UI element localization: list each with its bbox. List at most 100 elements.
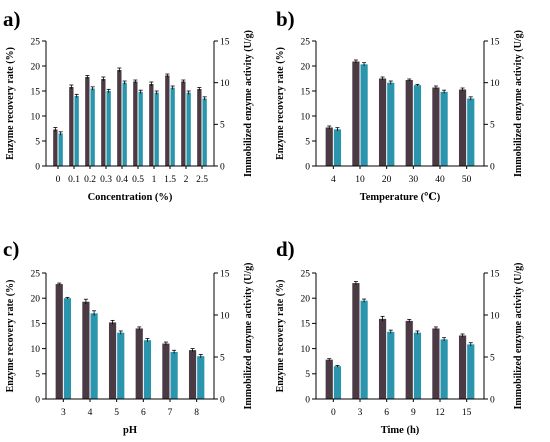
left-tick-label: 10 — [301, 345, 311, 355]
left-tick-label: 20 — [31, 295, 41, 305]
left-tick-label: 20 — [301, 62, 311, 72]
right-tick-label: 5 — [490, 353, 495, 363]
left-tick-label: 0 — [305, 162, 310, 172]
recovery-bar-4 — [325, 127, 333, 166]
right-axis-title: Immobilized enzyme activity (U/g) — [243, 263, 254, 410]
activity-bar-6 — [143, 340, 152, 399]
right-tick-label: 5 — [220, 121, 225, 131]
x-tick-label: 30 — [409, 175, 419, 185]
left-tick-label: 10 — [301, 112, 311, 122]
left-tick-label: 15 — [31, 320, 41, 330]
left-tick-label: 20 — [31, 62, 41, 72]
recovery-bar-20 — [378, 78, 387, 166]
x-tick-label: 3 — [61, 408, 66, 418]
x-tick-label: 2.5 — [196, 175, 208, 185]
left-tick-label: 0 — [305, 395, 310, 405]
left-tick-label: 20 — [301, 295, 311, 305]
x-tick-label: 50 — [462, 175, 472, 185]
activity-bar-0 — [58, 133, 63, 166]
left-tick-label: 5 — [305, 137, 310, 147]
activity-bar-30 — [413, 85, 422, 166]
recovery-bar-3 — [55, 284, 63, 399]
right-tick-label: 0 — [220, 162, 225, 172]
left-axis-title: Enzyme recovery rate (%) — [275, 280, 286, 393]
x-tick-label: 0 — [331, 408, 336, 418]
left-tick-label: 10 — [31, 112, 41, 122]
panel-d: d) 0 5 10 15 20 25 0 5 10 15 0 3 6 9 12 15 Enzyme recover… — [275, 237, 524, 436]
right-axis-title: Immobilized enzyme activity (U/g) — [513, 263, 524, 410]
x-tick-label: 0.2 — [84, 175, 96, 185]
x-tick-label: 20 — [382, 175, 392, 185]
left-tick-label: 25 — [301, 269, 311, 279]
recovery-bar-9 — [405, 320, 413, 399]
left-tick-label: 15 — [301, 87, 311, 97]
left-axis-title: Enzyme recovery rate (%) — [5, 47, 16, 160]
x-axis-title: Concentration (%) — [88, 192, 173, 203]
x-axis-title: pH — [123, 425, 137, 436]
recovery-bar-0 — [53, 129, 58, 166]
x-tick-label: 10 — [355, 175, 365, 185]
left-tick-label: 25 — [301, 37, 311, 47]
recovery-bar-7 — [162, 343, 170, 399]
left-tick-label: 10 — [31, 345, 41, 355]
recovery-bar-1.5 — [165, 75, 170, 166]
activity-bar-7 — [170, 351, 178, 399]
panel-letter: b) — [276, 7, 295, 31]
left-axis-title: Enzyme recovery rate (%) — [5, 280, 16, 393]
activity-bar-0.1 — [74, 96, 79, 166]
right-tick-label: 10 — [220, 79, 230, 89]
right-tick-label: 10 — [490, 311, 500, 321]
recovery-bar-10 — [352, 61, 360, 166]
recovery-bar-3 — [352, 283, 360, 399]
activity-bar-0.3 — [106, 91, 111, 166]
right-axis-title: Immobilized enzyme activity (U/g) — [513, 30, 524, 177]
left-axis-title: Enzyme recovery rate (%) — [275, 47, 286, 160]
recovery-bar-6 — [135, 328, 143, 399]
recovery-bar-2.5 — [197, 89, 202, 166]
recovery-bar-0.5 — [133, 81, 138, 166]
panel-letter: c) — [3, 237, 19, 261]
activity-bar-2.5 — [202, 98, 207, 166]
activity-bar-5 — [117, 332, 125, 399]
recovery-bar-2 — [181, 81, 186, 166]
left-tick-label: 5 — [305, 370, 310, 380]
x-tick-label: 6 — [384, 408, 389, 418]
right-tick-label: 15 — [490, 37, 500, 47]
activity-bar-0 — [333, 366, 342, 399]
x-tick-label: 8 — [194, 408, 199, 418]
x-axis-title: Time (h) — [381, 425, 420, 436]
recovery-bar-0.4 — [117, 70, 122, 166]
activity-bar-1 — [154, 92, 159, 166]
recovery-bar-0.3 — [101, 79, 106, 166]
x-tick-label: 2 — [184, 175, 189, 185]
activity-bar-15 — [467, 344, 475, 399]
recovery-bar-40 — [432, 87, 440, 166]
recovery-bar-0.1 — [69, 87, 74, 166]
activity-bar-50 — [467, 98, 475, 166]
x-tick-label: 4 — [88, 408, 93, 418]
left-tick-label: 15 — [31, 87, 41, 97]
x-tick-label: 0.1 — [68, 175, 80, 185]
activity-bar-9 — [413, 332, 422, 399]
activity-bar-3 — [360, 300, 368, 399]
recovery-bar-12 — [432, 328, 440, 399]
recovery-bar-8 — [188, 350, 197, 399]
right-tick-label: 0 — [490, 162, 495, 172]
right-tick-label: 10 — [490, 79, 500, 89]
x-tick-label: 7 — [168, 408, 173, 418]
x-tick-label: 0.4 — [116, 175, 128, 185]
x-tick-label: 3 — [358, 408, 363, 418]
activity-bar-6 — [387, 331, 395, 399]
x-axis-title: Temperature (℃) — [360, 192, 441, 203]
x-tick-label: 6 — [141, 408, 146, 418]
right-axis-title: Immobilized enzyme activity (U/g) — [243, 30, 254, 177]
right-tick-label: 5 — [220, 353, 225, 363]
activity-bar-3 — [63, 298, 72, 399]
activity-bar-10 — [360, 64, 368, 166]
activity-bar-12 — [440, 339, 448, 399]
x-tick-label: 1 — [152, 175, 157, 185]
activity-bar-0.4 — [122, 82, 127, 166]
panel-a: a) 0 5 10 15 20 25 0 5 10 15 0 0.1 0.2 0.3 0.4 0.5 1 1.5 2 2… — [3, 7, 254, 203]
left-tick-label: 0 — [35, 162, 40, 172]
recovery-bar-0 — [325, 359, 333, 399]
